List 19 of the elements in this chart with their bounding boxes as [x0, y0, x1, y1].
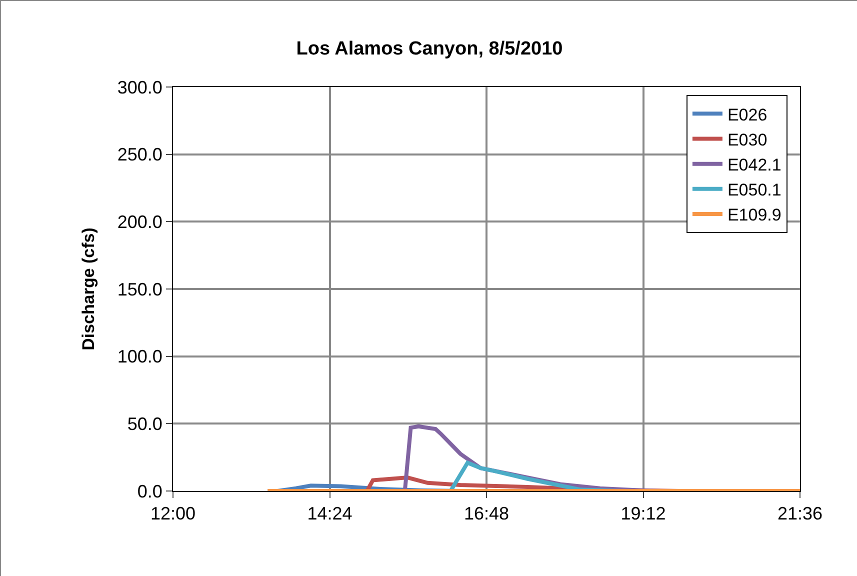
legend-label: E026: [727, 105, 768, 124]
x-tick-label: 16:48: [464, 504, 510, 524]
y-tick-label: 50.0: [127, 414, 162, 434]
legend-label: E030: [727, 130, 768, 150]
legend-label: E042.1: [727, 155, 782, 174]
y-tick-label: 100.0: [117, 346, 162, 367]
y-tick-label: 200.0: [117, 212, 162, 232]
chart-title: Los Alamos Canyon, 8/5/2010: [296, 38, 563, 60]
y-axis-title: Discharge (cfs): [78, 228, 98, 350]
x-tick-label: 14:24: [307, 504, 352, 524]
x-tick-label: 19:12: [620, 504, 666, 524]
y-tick-label: 0.0: [137, 481, 162, 502]
legend-label: E050.1: [727, 180, 782, 200]
legend-label: E109.9: [727, 206, 782, 225]
x-tick-label: 12:00: [150, 504, 196, 524]
y-tick-label: 250.0: [117, 144, 162, 165]
x-tick-label: 21:36: [777, 504, 823, 524]
y-tick-label: 150.0: [117, 279, 162, 300]
y-tick-label: 300.0: [117, 77, 162, 98]
